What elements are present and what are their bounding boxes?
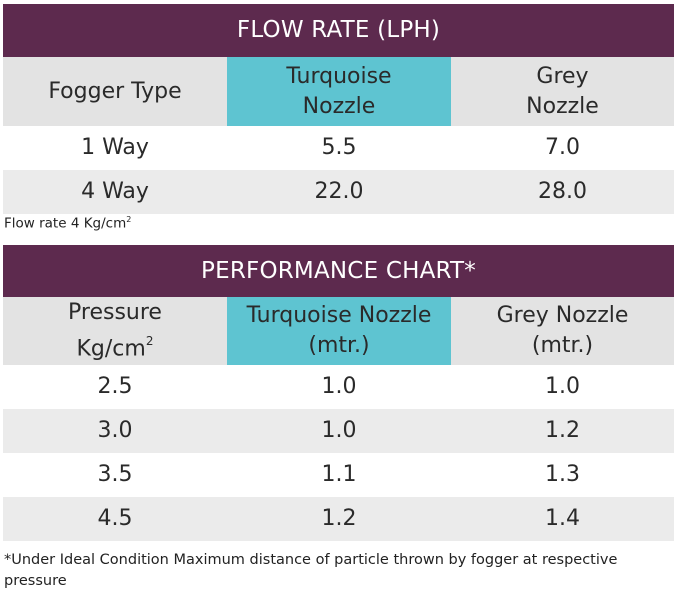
flow-rate-table: FLOW RATE (LPH) Fogger Type Turquoise No… [3, 4, 674, 214]
table-row: 2.5 1.0 1.0 [3, 365, 674, 409]
header-grey-nozzle: Grey Nozzle (mtr.) [451, 297, 674, 365]
table-cell: 1.4 [545, 506, 580, 531]
table-cell: 22.0 [314, 179, 364, 204]
footnote: *Under Ideal Condition Maximum distance … [4, 552, 618, 589]
table-cell: 28.0 [538, 179, 587, 204]
header-turquoise-nozzle: Turquoise Nozzle [227, 57, 451, 126]
table-cell: 1.0 [321, 374, 357, 399]
table-row: 1 Way 5.5 7.0 [3, 126, 674, 170]
table-cell: 3.0 [97, 418, 133, 443]
table-row: 4.5 1.2 1.4 [3, 497, 674, 541]
table-cell: 1.2 [545, 418, 580, 443]
flow-rate-note: Flow rate 4 Kg/cm2 [4, 215, 132, 232]
table-cell: 1.1 [321, 462, 357, 487]
performance-table: PERFORMANCE CHART* Pressure Kg/cm2 Turqu… [3, 245, 674, 541]
table-cell: 1.0 [545, 374, 580, 399]
header-turquoise-nozzle: Turquoise Nozzle (mtr.) [227, 297, 451, 365]
table-cell: 4 Way [81, 179, 149, 204]
flow-rate-header-row: Fogger Type Turquoise Nozzle Grey Nozzle [3, 57, 674, 126]
header-fogger-type: Fogger Type [3, 57, 227, 126]
table-cell: 4.5 [97, 506, 133, 531]
table-row: 3.5 1.1 1.3 [3, 453, 674, 497]
header-pressure: Pressure Kg/cm2 [3, 297, 227, 365]
flow-rate-title: FLOW RATE (LPH) [3, 4, 674, 57]
table-cell: 2.5 [97, 374, 133, 399]
table-cell: 1.0 [321, 418, 357, 443]
table-cell: 5.5 [321, 135, 357, 160]
header-grey-nozzle: Grey Nozzle [451, 57, 674, 126]
table-cell: 7.0 [545, 135, 580, 160]
performance-header-row: Pressure Kg/cm2 Turquoise Nozzle (mtr.) … [3, 297, 674, 365]
table-cell: 3.5 [97, 462, 133, 487]
table-cell: 1.2 [321, 506, 357, 531]
table-row: 4 Way 22.0 28.0 [3, 170, 674, 214]
table-row: 3.0 1.0 1.2 [3, 409, 674, 453]
table-cell: 1.3 [545, 462, 580, 487]
table-cell: 1 Way [81, 135, 149, 160]
performance-title: PERFORMANCE CHART* [3, 245, 674, 297]
